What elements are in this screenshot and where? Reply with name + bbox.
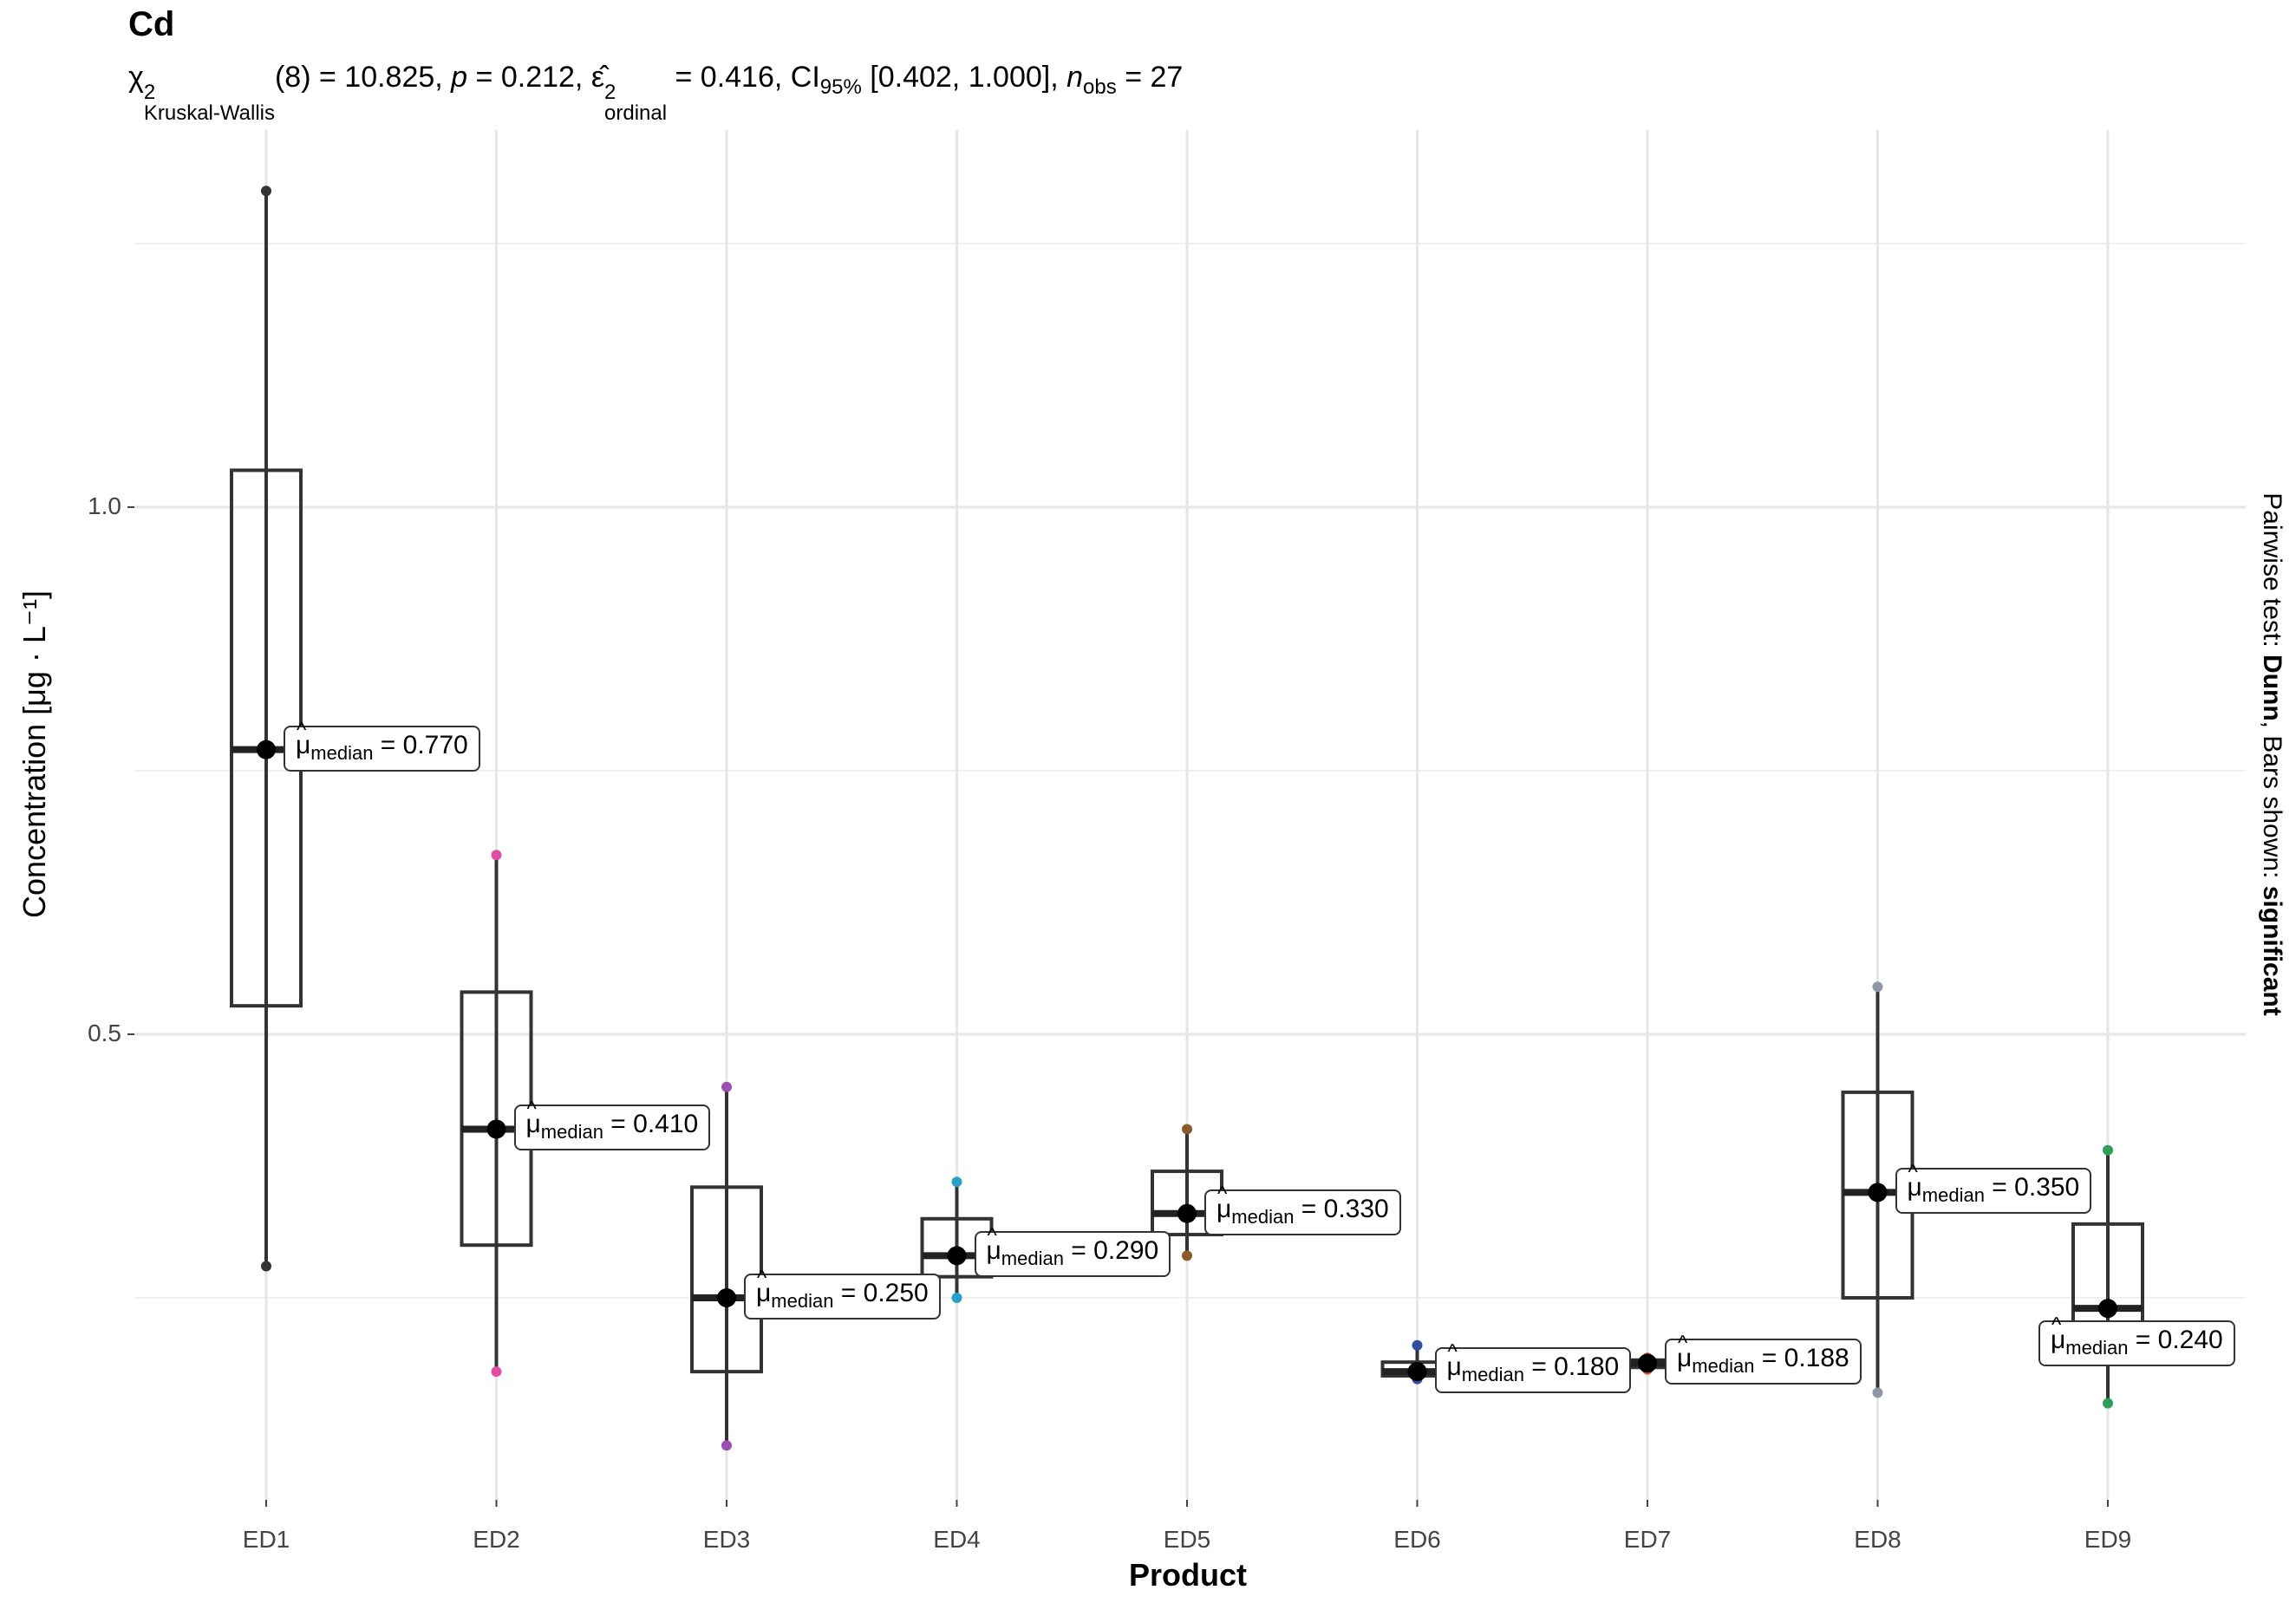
- stats-subtitle: χ 2 Kruskal-Wallis (8) = 10.825, p = 0.212,…: [128, 61, 1183, 124]
- data-point: [721, 1440, 732, 1451]
- data-point: [261, 1261, 271, 1272]
- median-dot: [947, 1246, 967, 1266]
- data-point: [1872, 1387, 1883, 1398]
- df-part: (8) = 10.825,: [274, 61, 452, 94]
- median-dot: [1638, 1353, 1657, 1373]
- median-dot: [1407, 1362, 1427, 1382]
- median-dot: [1177, 1203, 1197, 1223]
- x-tick-label: ED4: [933, 1526, 981, 1553]
- data-point: [721, 1081, 732, 1092]
- median-dot: [717, 1288, 736, 1307]
- data-point: [951, 1293, 962, 1303]
- chi-sub: Kruskal-Wallis: [143, 101, 275, 125]
- p-symbol: p: [451, 61, 468, 94]
- x-tick-label: ED2: [473, 1526, 520, 1553]
- x-tick-label: ED3: [702, 1526, 751, 1553]
- x-tick-label: ED9: [2084, 1526, 2132, 1553]
- x-axis-title: Product: [1128, 1557, 1248, 1593]
- chart-title: Cd: [128, 5, 175, 43]
- median-label: μmedian = 0.250: [744, 1267, 941, 1320]
- median-dot: [486, 1119, 506, 1139]
- data-point: [1182, 1250, 1192, 1261]
- n-part: = 27: [1116, 61, 1184, 94]
- ci-part: [0.402, 1.000],: [861, 61, 1067, 94]
- p-part: = 0.212,: [467, 61, 591, 94]
- median-dot: [257, 740, 276, 759]
- data-point: [491, 1366, 502, 1378]
- data-point: [1182, 1124, 1192, 1135]
- median-dot: [2098, 1299, 2117, 1319]
- y-tick-label: 0.5: [88, 1020, 121, 1046]
- median-label: μmedian = 0.290: [974, 1224, 1171, 1278]
- x-tick-label: ED5: [1163, 1526, 1211, 1553]
- x-tick-label: ED8: [1854, 1526, 1901, 1553]
- median-label: μmedian = 0.330: [1204, 1183, 1401, 1235]
- x-tick-label: ED6: [1393, 1526, 1441, 1553]
- data-point: [1872, 981, 1883, 993]
- median-label: μmedian = 0.410: [513, 1098, 711, 1151]
- pairwise-caption: Pairwise test: Dunn, Bars shown: signifi…: [2257, 492, 2286, 1015]
- median-label: μmedian = 0.188: [1665, 1332, 1862, 1385]
- median-label: μmedian = 0.350: [1895, 1161, 2092, 1215]
- x-tick-label: ED7: [1623, 1526, 1672, 1553]
- caption-prefix: Pairwise test:: [2258, 492, 2286, 655]
- median-dot: [1868, 1183, 1888, 1202]
- eps-part: = 0.416, CI: [667, 61, 820, 94]
- median-label: μmedian = 0.770: [284, 719, 480, 772]
- x-tick-label: ED1: [242, 1526, 290, 1553]
- caption-shown: significant: [2258, 885, 2286, 1016]
- data-point: [491, 850, 502, 861]
- chi-sup: 2: [143, 81, 156, 104]
- caption-test: Dunn: [2258, 655, 2286, 721]
- median-label: μmedian = 0.240: [2038, 1313, 2235, 1367]
- eps-symbol: ε̂: [590, 61, 604, 94]
- median-label: μmedian = 0.180: [1434, 1340, 1632, 1394]
- ci-sub: 95%: [819, 75, 862, 99]
- n-sub: obs: [1083, 75, 1117, 99]
- caption-middle: , Bars shown:: [2258, 720, 2286, 886]
- eps-sup: 2: [604, 81, 616, 104]
- chi-symbol: χ: [128, 61, 144, 94]
- data-point: [1412, 1339, 1423, 1351]
- n-symbol: n: [1066, 61, 1084, 94]
- data-point: [2103, 1144, 2113, 1156]
- data-point: [2103, 1398, 2113, 1409]
- y-tick-label: 1.0: [88, 492, 121, 519]
- y-axis-title: Concentration [μg · L⁻¹]: [16, 590, 52, 918]
- data-point: [951, 1176, 962, 1188]
- data-point: [261, 186, 271, 197]
- eps-sub: ordinal: [604, 101, 668, 125]
